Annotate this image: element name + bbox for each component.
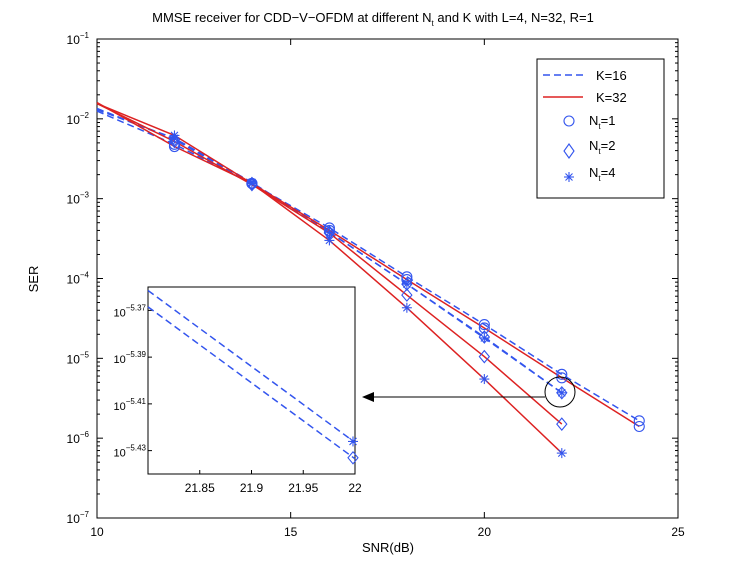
data-point-k32-nt1 xyxy=(168,140,181,153)
inset-x-tick-label: 21.9 xyxy=(240,481,264,495)
data-point-k32-nt4 xyxy=(246,178,257,189)
data-point-k32-nt1 xyxy=(401,274,413,286)
inset-x-tick-label: 22 xyxy=(348,481,362,495)
y-tick-label: 10−2 xyxy=(67,111,90,127)
data-point-k32-nt2 xyxy=(168,134,181,149)
data-point-k16-nt1 xyxy=(633,415,645,427)
y-tick-label: 10−5 xyxy=(67,350,90,366)
inset-series-line-nt4 xyxy=(147,289,356,444)
data-point-k32-nt1 xyxy=(478,322,490,334)
legend-label-k32: K=32 xyxy=(596,90,627,105)
series-line-k16-nt1 xyxy=(96,110,640,422)
data-point-k32-nt2 xyxy=(401,288,413,302)
x-tick-label: 25 xyxy=(671,525,685,539)
data-point-k16-nt2 xyxy=(401,277,413,291)
main-series-group xyxy=(96,101,645,459)
series-line-k32-nt1 xyxy=(96,101,640,428)
inset-axis-ticks: 21.85 21.9 21.95 22 10−5.37 10−5.39 10−5.41 10−… xyxy=(114,303,362,495)
legend-label-nt1: Nt=1 xyxy=(589,113,615,131)
data-point-k32-nt2 xyxy=(556,417,568,431)
zoom-circle xyxy=(544,376,576,408)
inset-series-line-nt2 xyxy=(147,306,356,460)
chart-title: MMSE receiver for CDD−V−OFDM at differen… xyxy=(152,10,594,28)
inset-y-tick-label: 10−5.39 xyxy=(114,350,147,366)
y-tick-label: 10−4 xyxy=(67,271,90,287)
data-point-k16-nt1 xyxy=(556,368,568,380)
inset-x-tick-label: 21.95 xyxy=(288,481,318,495)
data-point-k32-nt1 xyxy=(633,420,645,433)
data-point-k32-nt2 xyxy=(478,349,491,364)
data-point-k16-nt2 xyxy=(168,132,181,147)
y-tick-label: 10−1 xyxy=(67,31,90,47)
x-tick-label: 15 xyxy=(284,525,298,539)
y-tick-label: 10−3 xyxy=(67,191,90,207)
legend-label-k16: K=16 xyxy=(596,68,627,83)
data-point-k32-nt4 xyxy=(479,374,490,385)
legend-marker-diamond xyxy=(563,143,575,159)
y-axis-label: SER xyxy=(26,266,41,293)
inset-series-group xyxy=(147,289,359,465)
data-point-k32-nt2 xyxy=(246,177,258,192)
data-point-k32-nt4 xyxy=(169,130,180,141)
inset-y-tick-label: 10−5.37 xyxy=(114,303,147,319)
data-point-k32-nt4 xyxy=(324,235,335,246)
data-point-k32-nt4 xyxy=(556,448,567,459)
x-tick-label: 20 xyxy=(478,525,492,539)
data-point-k16-nt2 xyxy=(556,385,568,400)
data-point-k16-nt2 xyxy=(246,176,258,191)
legend-marker-star xyxy=(564,172,574,182)
zoom-arrow-head xyxy=(362,392,374,402)
y-tick-label: 10−6 xyxy=(67,430,90,446)
x-axis-label: SNR(dB) xyxy=(362,540,414,555)
inset-x-tick-label: 21.85 xyxy=(185,481,215,495)
x-tick-label: 10 xyxy=(90,525,104,539)
legend-box xyxy=(536,58,665,199)
data-point-k16-nt4 xyxy=(479,332,490,343)
y-tick-label: 10−7 xyxy=(67,510,90,526)
inset-data-point-nt2 xyxy=(347,450,359,465)
data-point-k16-nt4 xyxy=(556,387,567,398)
inset-y-tick-label: 10−5.43 xyxy=(114,444,147,460)
main-axis-ticks: 10 15 20 25 10−1 10−2 10−3 10−4 10−5 10−6 10−7 xyxy=(67,31,685,539)
inset-y-tick-label: 10−5.41 xyxy=(114,397,147,413)
legend: K=16 K=32 Nt=1 Nt=2 Nt=4 xyxy=(536,58,665,199)
data-point-k16-nt1 xyxy=(478,318,490,331)
legend-label-nt2: Nt=2 xyxy=(589,138,615,156)
legend-label-nt4: Nt=4 xyxy=(589,165,615,183)
data-point-k32-nt4 xyxy=(401,302,412,313)
inset-plot-area xyxy=(147,286,356,475)
legend-marker-circle xyxy=(563,115,575,127)
inset-data-point-nt4 xyxy=(348,436,358,447)
